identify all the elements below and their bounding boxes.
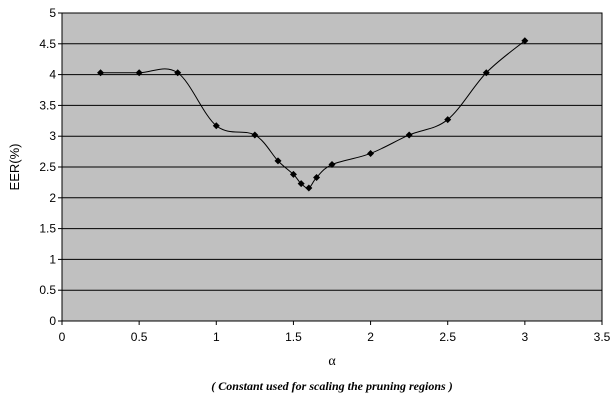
data-point-marker <box>313 173 321 181</box>
x-tick-label: 2.5 <box>439 330 456 344</box>
x-tick-label: 1 <box>213 330 220 344</box>
y-tick-label: 0 <box>49 314 56 328</box>
y-tick-label: 3.5 <box>39 98 56 112</box>
data-point-marker <box>305 184 313 192</box>
y-tick-label: 2.5 <box>39 160 56 174</box>
y-axis-title: EER(%) <box>7 144 22 191</box>
data-point-marker <box>444 116 452 124</box>
data-point-marker <box>97 69 105 77</box>
grid-lines <box>62 43 602 291</box>
data-point-marker <box>274 157 282 165</box>
data-point-marker <box>521 37 529 45</box>
x-axis-note: ( Constant used for scaling the pruning … <box>211 379 452 393</box>
data-point-marker <box>174 69 182 77</box>
x-tick-label: 3 <box>522 330 529 344</box>
y-tick-label: 1 <box>49 252 56 266</box>
y-tick-label: 0.5 <box>39 283 56 297</box>
y-tick-label: 4 <box>49 68 56 82</box>
x-tick-label: 3.5 <box>594 330 611 344</box>
x-tick-label: 1.5 <box>285 330 302 344</box>
x-tick-label: 0 <box>59 330 66 344</box>
y-axis-ticks: 0 0.5 1 1.5 2 2.5 3 3.5 4 4.5 5 <box>39 6 62 328</box>
data-point-marker <box>297 180 305 188</box>
x-axis-ticks: 0 0.5 1 1.5 2 2.5 3 3.5 <box>59 321 611 344</box>
y-tick-label: 2 <box>49 191 56 205</box>
x-axis-title: α <box>328 354 336 369</box>
data-point-marker <box>135 69 143 77</box>
data-point-marker <box>367 149 375 157</box>
data-point-marker <box>328 161 336 169</box>
data-point-marker <box>405 131 413 139</box>
x-tick-label: 0.5 <box>131 330 148 344</box>
data-point-marker <box>289 170 297 178</box>
y-tick-label: 5 <box>49 6 56 20</box>
data-point-marker <box>251 131 259 139</box>
data-point-marker <box>482 69 490 77</box>
y-tick-label: 3 <box>49 129 56 143</box>
y-tick-label: 4.5 <box>39 37 56 51</box>
y-tick-label: 1.5 <box>39 222 56 236</box>
series-line <box>100 40 526 189</box>
data-point-marker <box>212 122 220 130</box>
x-tick-label: 2 <box>367 330 374 344</box>
data-markers <box>97 37 529 192</box>
